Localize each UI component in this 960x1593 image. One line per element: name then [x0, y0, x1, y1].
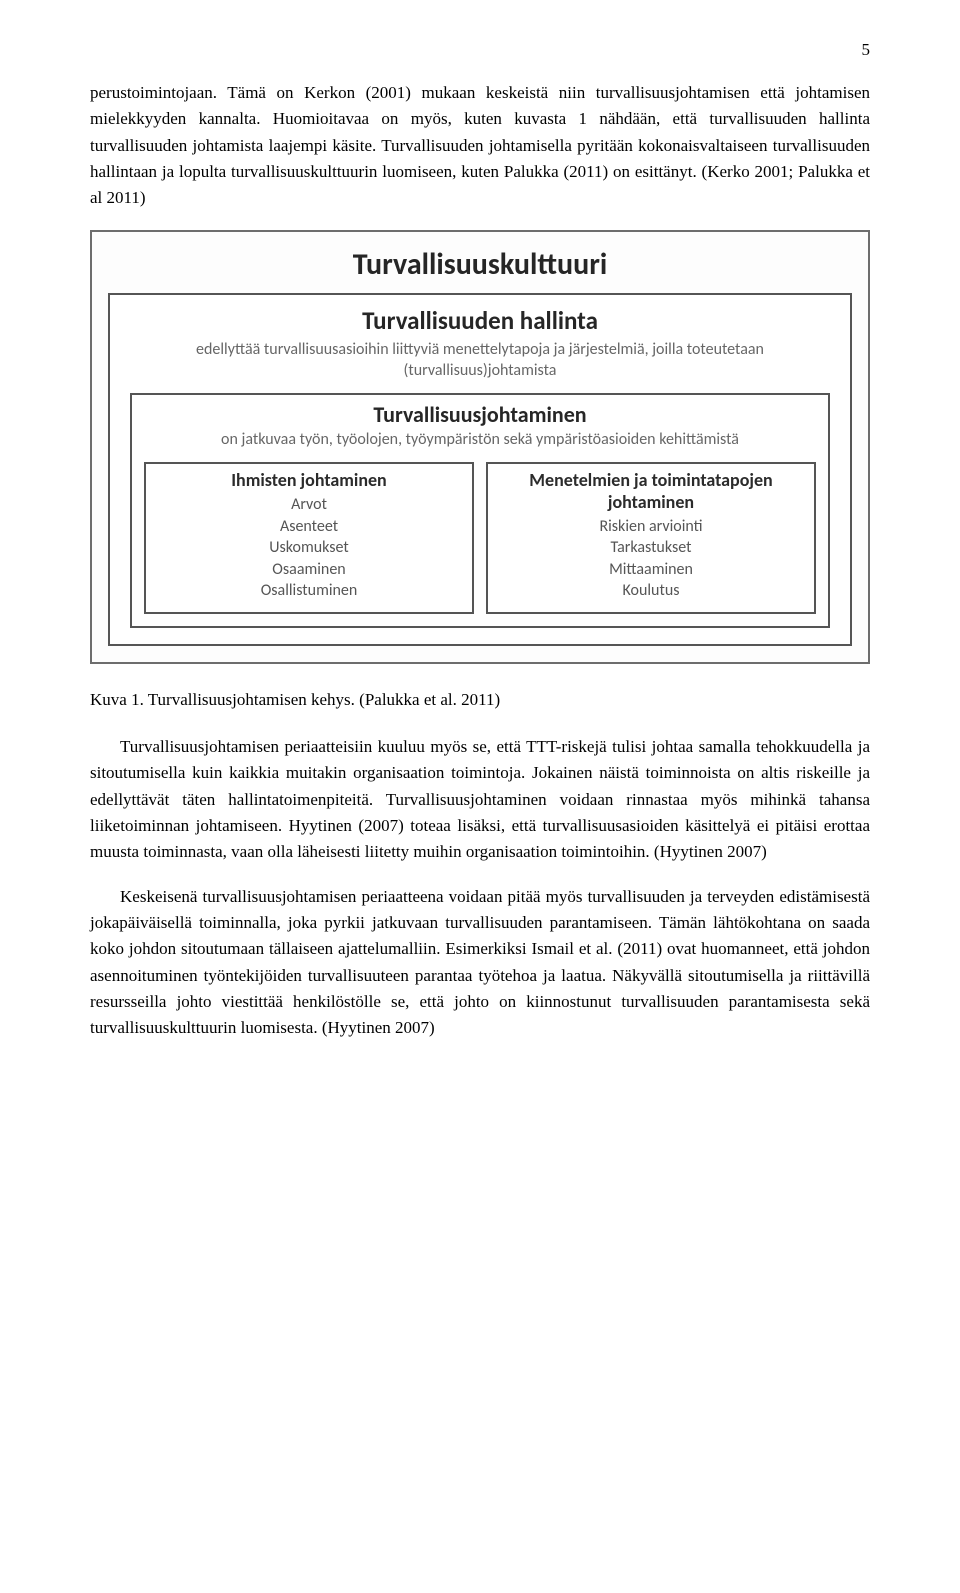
johtaminen-box: Turvallisuusjohtaminen on jatkuvaa työn,…	[130, 393, 830, 628]
johtaminen-desc: on jatkuvaa työn, työolojen, työympärist…	[144, 430, 816, 450]
right-sub-title: Menetelmien ja toimintatapojen johtamine…	[496, 470, 806, 513]
left-sub-title: Ihmisten johtaminen	[154, 470, 464, 492]
page-number: 5	[90, 40, 870, 60]
right-item: Riskien arviointi	[496, 516, 806, 538]
kulttuuri-title: Turvallisuuskulttuuri	[108, 246, 852, 283]
right-item: Mittaaminen	[496, 559, 806, 581]
right-item: Tarkastukset	[496, 537, 806, 559]
paragraph-3: Keskeisenä turvallisuusjohtamisen periaa…	[90, 884, 870, 1042]
figure-caption: Kuva 1. Turvallisuusjohtamisen kehys. (P…	[90, 690, 870, 710]
left-item: Osaaminen	[154, 559, 464, 581]
johtaminen-title: Turvallisuusjohtaminen	[144, 401, 816, 428]
document-page: 5 perustoimintojaan. Tämä on Kerkon (200…	[0, 0, 960, 1120]
kulttuuri-box: Turvallisuuskulttuuri Turvallisuuden hal…	[90, 230, 870, 664]
left-item: Asenteet	[154, 516, 464, 538]
diagram-figure: Turvallisuuskulttuuri Turvallisuuden hal…	[90, 230, 870, 664]
paragraph-2: Turvallisuusjohtamisen periaatteisiin ku…	[90, 734, 870, 866]
hallinta-box: Turvallisuuden hallinta edellyttää turva…	[108, 293, 852, 646]
left-sub-box: Ihmisten johtaminen Arvot Asenteet Uskom…	[144, 462, 474, 614]
hallinta-title: Turvallisuuden hallinta	[130, 305, 830, 336]
right-sub-box: Menetelmien ja toimintatapojen johtamine…	[486, 462, 816, 614]
paragraph-1: perustoimintojaan. Tämä on Kerkon (2001)…	[90, 80, 870, 212]
left-item: Arvot	[154, 494, 464, 516]
left-item: Uskomukset	[154, 537, 464, 559]
hallinta-desc: edellyttää turvallisuusasioihin liittyvi…	[130, 340, 830, 382]
sub-boxes-row: Ihmisten johtaminen Arvot Asenteet Uskom…	[144, 462, 816, 614]
left-item: Osallistuminen	[154, 580, 464, 602]
right-item: Koulutus	[496, 580, 806, 602]
